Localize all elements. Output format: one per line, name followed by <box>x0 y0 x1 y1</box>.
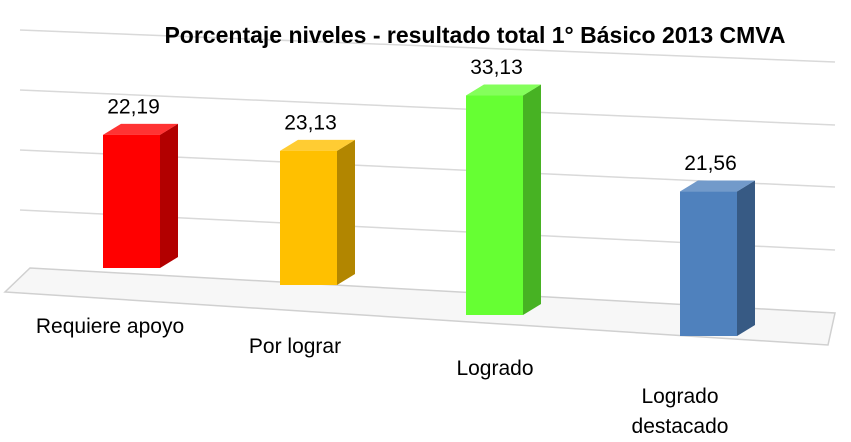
bar-side <box>160 123 178 268</box>
x-tick-label: Por lograr <box>248 335 342 358</box>
bar-side <box>523 84 541 315</box>
floor <box>3 267 836 346</box>
bar-top-shade <box>103 123 178 135</box>
bar-side <box>337 139 355 285</box>
bar-side-shade <box>337 139 355 285</box>
grid-line <box>19 29 836 63</box>
bar <box>280 150 337 285</box>
bar-top-shade <box>680 180 755 192</box>
value-label: 33,13 <box>470 56 523 79</box>
bar-side-shade <box>160 123 178 268</box>
bar <box>103 134 160 268</box>
bar <box>680 191 737 336</box>
value-label: 21,56 <box>684 152 737 175</box>
value-label: 23,13 <box>284 111 337 134</box>
x-tick-label: Logrado destacado <box>631 385 729 438</box>
bar-top-shade <box>466 84 541 96</box>
grid-line <box>19 89 836 126</box>
chart-title: Porcentaje niveles - resultado total 1° … <box>164 22 785 48</box>
bar-side-shade <box>523 84 541 315</box>
bar-top <box>280 139 355 151</box>
bar-top-shade <box>280 139 355 151</box>
bar-side <box>737 180 755 336</box>
bar-top <box>680 180 755 192</box>
bar-top <box>466 84 541 96</box>
bar <box>466 95 523 315</box>
x-tick-label: Requiere apoyo <box>35 315 185 338</box>
bar-top <box>103 123 178 135</box>
bar-side-shade <box>737 180 755 336</box>
x-tick-label: Logrado <box>456 357 534 380</box>
value-label: 22,19 <box>107 95 160 118</box>
